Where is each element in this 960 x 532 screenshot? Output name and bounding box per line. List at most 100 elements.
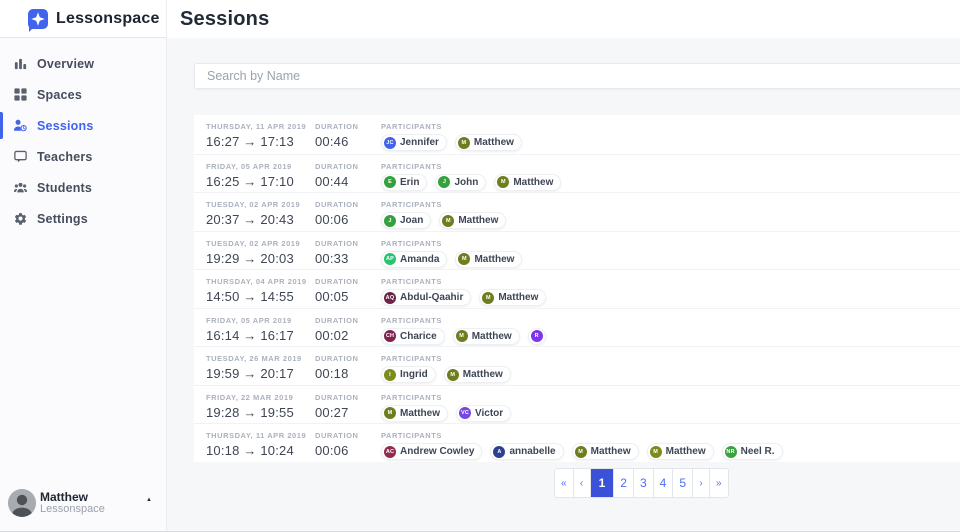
session-duration-column: DURATION 00:18 [315,354,358,381]
pagination-page-3[interactable]: 3 [634,469,654,497]
participants-label: PARTICIPANTS [381,200,442,209]
gear-icon [13,211,28,226]
participants-label: PARTICIPANTS [381,354,442,363]
brand-name: Lessonspace [56,9,160,27]
participant-pills: I Ingrid M Matthew [381,366,960,383]
duration-value: 00:44 [315,173,349,189]
participant-name: Matthew [474,253,515,265]
sidebar-item-sessions[interactable]: Sessions [0,110,166,141]
user-menu[interactable]: Matthew Lessonspace ▲ [0,487,166,527]
lessonspace-logo-icon [28,8,48,32]
participants-label: PARTICIPANTS [381,431,442,440]
grid-icon [13,87,28,102]
sidebar-item-settings[interactable]: Settings [0,203,166,234]
session-date-label: FRIDAY, 22 MAR 2019 [206,392,294,402]
sidebar-item-students[interactable]: Students [0,172,166,203]
participant-name: Matthew [473,137,514,148]
participant-avatar: M [482,291,495,304]
session-duration-column: DURATION 00:27 [315,393,358,420]
pagination-page-1[interactable]: 1 [590,469,615,497]
session-row[interactable]: TUESDAY, 02 APR 2019 19:29 → 20:03 DURATIO… [194,230,960,270]
participant-avatar: I [384,368,396,381]
pagination-next-button[interactable]: › [693,469,710,497]
participant-pill: CH Charice [381,327,445,345]
sidebar-item-overview[interactable]: Overview [0,48,166,79]
participant-name: Matthew [513,176,554,188]
participant-pill: M Matthew [455,250,523,268]
page-title: Sessions [180,8,270,30]
participant-avatar: NR [724,445,737,458]
session-time-range: 19:28 → 19:55 [206,404,294,420]
bar-chart-icon [13,56,28,71]
session-date-column: THURSDAY, 11 APR 2019 10:18 → 10:24 [206,431,306,458]
pagination-last-button[interactable]: » [716,477,722,489]
duration-label: DURATION [315,354,359,363]
search-input[interactable] [194,63,960,89]
participant-name: Matthew [498,292,539,303]
participant-name: Matthew [665,446,706,457]
participant-pills: M Matthew VC Victor [381,404,960,422]
sidebar-item-label: Settings [37,211,88,226]
participant-name: Charice [400,330,437,342]
session-row[interactable]: THURSDAY, 11 APR 2019 10:18 → 10:24 DURATI… [194,423,960,462]
participant-pill: M Matthew [439,212,507,229]
session-time-range: 14:50 → 14:55 [206,289,294,304]
duration-value: 00:46 [315,134,349,149]
active-indicator [0,112,3,139]
participant-pill: J John [435,173,487,191]
participant-name: annabelle [509,446,556,457]
sidebar-item-spaces[interactable]: Spaces [0,79,166,110]
sidebar: Lessonspace Overview Spaces Sessions Teache… [0,0,167,532]
brand-logo[interactable]: Lessonspace [0,0,166,38]
participants-label: PARTICIPANTS [381,277,442,286]
participant-pills: E Erin J John M Matthew [381,173,960,191]
session-row[interactable]: THURSDAY, 04 APR 2019 14:50 → 14:55 DURATI… [194,269,960,308]
pagination-first-button[interactable]: « [555,469,574,497]
participant-avatar: M [497,176,510,188]
pagination-page-4[interactable]: 4 [654,469,674,497]
sidebar-item-teachers[interactable]: Teachers [0,141,166,172]
participant-name: Erin [400,176,420,188]
participant-avatar: CH [384,330,396,342]
session-row[interactable]: FRIDAY, 05 APR 2019 16:14 → 16:17 DURATION… [194,307,960,347]
session-row[interactable]: FRIDAY, 05 APR 2019 16:25 → 17:10 DURATION… [194,153,960,193]
session-time-range: 19:29 → 20:03 [206,250,294,266]
session-row[interactable]: FRIDAY, 22 MAR 2019 19:28 → 19:55 DURATION… [194,384,960,424]
duration-label: DURATION [315,392,359,402]
pagination-page-2[interactable]: 2 [614,469,634,497]
participant-avatar: E [384,176,396,188]
participants-label: PARTICIPANTS [381,392,442,402]
duration-value: 00:27 [315,404,349,420]
duration-label: DURATION [315,431,359,440]
pagination: «‹ 1 2 3 4 5 › » [554,468,729,498]
session-duration-column: DURATION 00:06 [315,431,358,458]
pagination-prev-button[interactable]: ‹ [574,469,591,497]
session-duration-column: DURATION 00:46 [315,122,358,149]
participant-name: Matthew [471,330,512,342]
participant-pills: AP Amanda M Matthew [381,250,960,268]
session-duration-column: DURATION 00:33 [315,239,358,266]
sidebar-item-label: Overview [37,56,95,71]
session-time-range: 20:37 → 20:43 [206,212,294,227]
session-row[interactable]: TUESDAY, 26 MAR 2019 19:59 → 20:17 DURATIO… [194,346,960,385]
participant-avatar: J [438,176,451,188]
participant-name: Jennifer [400,137,439,148]
duration-label: DURATION [315,277,359,286]
duration-value: 00:02 [315,327,349,343]
sidebar-item-label: Spaces [37,87,82,102]
session-row[interactable]: THURSDAY, 11 APR 2019 16:27 → 17:13 DURATI… [194,115,960,154]
participant-name: Matthew [400,407,440,419]
session-date-column: THURSDAY, 11 APR 2019 16:27 → 17:13 [206,122,306,149]
pagination-page-5[interactable]: 5 [673,469,693,497]
participants-label: PARTICIPANTS [381,238,442,248]
session-row[interactable]: TUESDAY, 02 APR 2019 20:37 → 20:43 DURATIO… [194,192,960,231]
participant-avatar: M [574,445,587,458]
caret-up-icon: ▲ [146,497,152,503]
session-date-label: THURSDAY, 11 APR 2019 [206,122,307,131]
session-date-column: TUESDAY, 26 MAR 2019 19:59 → 20:17 [206,354,302,381]
participant-pills: JC Jennifer M Matthew [381,134,960,151]
participant-avatar: JC [384,136,396,149]
participant-avatar: AP [384,253,396,265]
